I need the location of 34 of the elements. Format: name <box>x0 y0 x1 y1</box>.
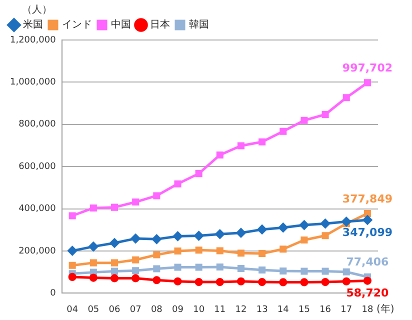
y-tick-label: 200,000 <box>18 246 56 256</box>
legend-label: 中国 <box>111 18 131 31</box>
x-tick-label: 16 <box>320 304 332 315</box>
x-tick-label: 13 <box>256 304 268 315</box>
x-tick-label: 06 <box>108 304 121 315</box>
x-tick-label: 15 <box>298 304 310 315</box>
x-tick-label: 05 <box>88 304 100 315</box>
y-tick-label: 1,200,000 <box>10 35 56 46</box>
legend-label: 米国 <box>23 18 43 31</box>
x-tick-label: 14 <box>277 304 290 315</box>
x-tick-label: 10 <box>193 304 205 315</box>
y-tick-label: 1,000,000 <box>10 78 56 88</box>
y-tick-label: 0 <box>50 288 56 299</box>
y-tick-label: 600,000 <box>18 162 56 172</box>
x-tick-label: 07 <box>130 304 142 315</box>
x-tick-label: 12 <box>235 304 247 315</box>
legend-label: 日本 <box>150 18 170 31</box>
legend-label: 韓国 <box>189 18 209 31</box>
x-tick-label: 17 <box>340 304 352 315</box>
data-label: 58,720 <box>346 286 390 300</box>
y-tick-label: 800,000 <box>18 120 56 130</box>
x-tick-label: 08 <box>150 304 163 315</box>
x-tick-label: 18 <box>362 304 374 315</box>
data-label: 997,702 <box>342 62 393 75</box>
x-tick-label: 11 <box>214 304 226 315</box>
data-label: 77,406 <box>346 256 390 269</box>
x-axis-title: (年) <box>376 302 394 315</box>
data-label: 347,099 <box>342 226 393 239</box>
x-tick-label: 04 <box>66 304 78 315</box>
legend-label: インド <box>62 20 92 31</box>
y-axis-title: （人） <box>22 4 52 16</box>
x-tick-label: 09 <box>172 304 184 315</box>
y-tick-label: 400,000 <box>18 204 56 214</box>
data-label: 377,849 <box>342 192 393 206</box>
